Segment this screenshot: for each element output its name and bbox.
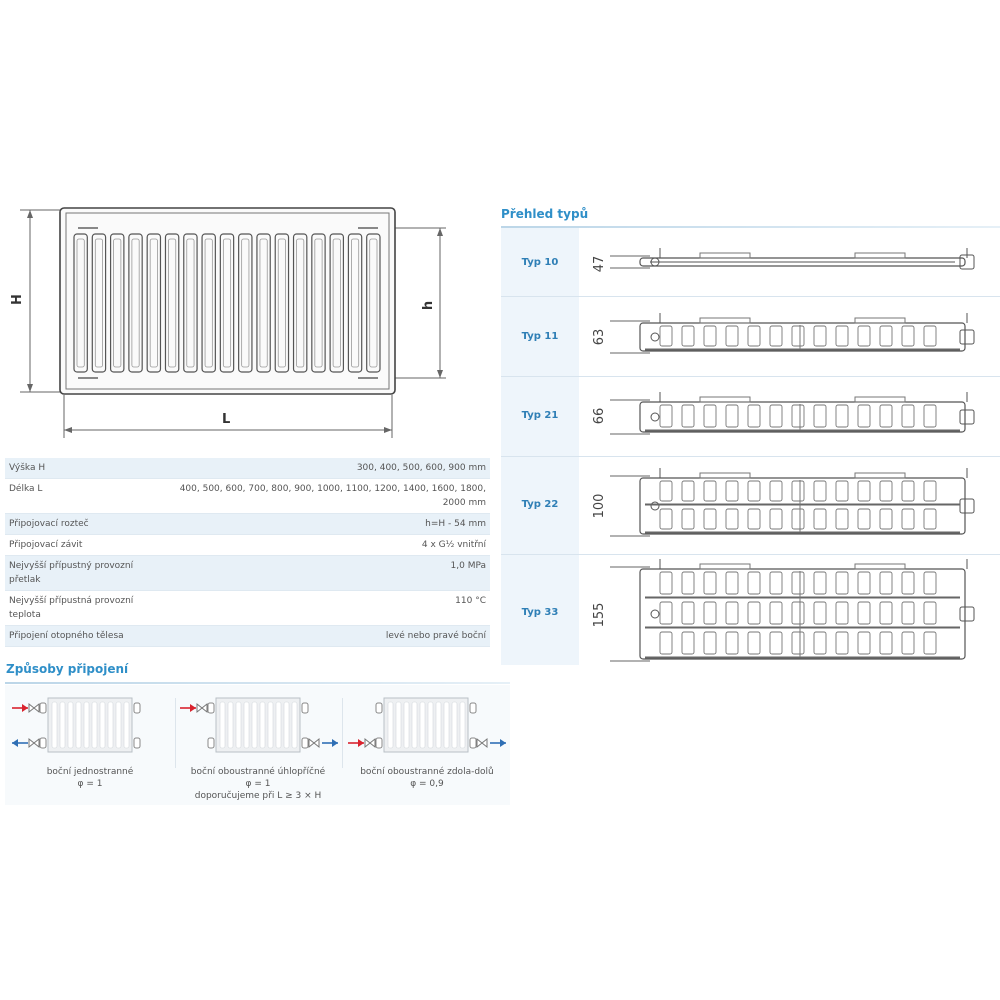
- spec-name: Připojovací rozteč: [5, 513, 163, 535]
- connection-radiator-1: [12, 697, 141, 753]
- type-section-1: [610, 248, 975, 270]
- type-row-21: Typ 21: [501, 377, 1000, 457]
- connection-3-phi: φ = 0,9: [410, 779, 444, 789]
- spec-value: levé nebo pravé boční: [163, 625, 490, 647]
- spec-row: Připojení otopného tělesa levé nebo pravé…: [5, 625, 490, 647]
- type-section-2: [610, 313, 975, 354]
- connection-diagrams: [12, 697, 506, 753]
- connection-1-name: boční jednostranné: [46, 767, 134, 777]
- spec-row: Nejvyšší přípustná provozní teplota 110 °…: [5, 591, 490, 626]
- type-label-22: Typ 22: [521, 499, 559, 510]
- type-row-22: Typ 22: [501, 457, 1000, 555]
- connection-1-phi: φ = 1: [77, 779, 103, 789]
- type-row-10: Typ 10: [501, 228, 1000, 297]
- type-label-11: Typ 11: [521, 331, 559, 342]
- type-section-4: [610, 468, 975, 537]
- connection-2-name: boční oboustranné úhlopříčné: [190, 767, 326, 777]
- connection-label-1: boční jednostranné φ = 1: [5, 766, 175, 790]
- spec-name: Nejvyšší přípustná provozní teplota: [9, 596, 134, 620]
- spec-value: 1,0 MPa: [163, 555, 490, 591]
- depth-typ21: 66: [592, 408, 607, 425]
- length-label: L: [222, 412, 231, 427]
- spec-row: Délka L 400, 500, 600, 700, 800, 900, 100…: [5, 479, 490, 514]
- connection-label-3: boční oboustranné zdola-dolů φ = 0,9: [342, 766, 512, 790]
- connection-radiator-2: [180, 697, 338, 753]
- spec-name: Délka L: [9, 484, 43, 494]
- radiator-front-view: [20, 207, 446, 438]
- height-label: H: [9, 294, 25, 305]
- connection-2-phi: φ = 1: [245, 779, 271, 789]
- inner-height-label: h: [421, 300, 437, 311]
- spec-name: Nejvyšší přípustný provozní přetlak: [5, 555, 163, 591]
- spec-value: 400, 500, 600, 700, 800, 900, 1000, 1100…: [179, 484, 486, 508]
- specs-table: Výška H 300, 400, 500, 600, 900 mm Délka L…: [5, 458, 490, 647]
- spec-name: Připojení otopného tělesa: [5, 625, 163, 647]
- connection-label-2: boční oboustranné úhlopříčné φ = 1 dopor…: [173, 766, 343, 802]
- connection-3-name: boční oboustranné zdola-dolů: [360, 767, 494, 777]
- type-row-33: Typ 33: [501, 555, 1000, 665]
- connections-title-underline: [5, 682, 510, 684]
- type-row-11: Typ 11: [501, 297, 1000, 377]
- spec-value: 110 °C: [455, 596, 486, 606]
- spec-name: Připojovací závit: [9, 540, 83, 550]
- types-title: Přehled typů: [501, 207, 589, 221]
- type-label-21: Typ 21: [521, 410, 559, 421]
- connections-title: Způsoby připojení: [6, 662, 129, 676]
- spec-row: Připojovací rozteč h=H - 54 mm: [5, 513, 490, 535]
- type-section-3: [610, 392, 975, 435]
- type-label-33: Typ 33: [521, 607, 559, 618]
- spec-name: Výška H: [5, 458, 163, 479]
- connections-divider: [175, 698, 176, 768]
- spec-value: 300, 400, 500, 600, 900 mm: [163, 458, 490, 479]
- connection-radiator-3: [348, 697, 506, 753]
- depth-typ11: 63: [592, 329, 607, 346]
- spec-value: h=H - 54 mm: [163, 513, 490, 535]
- type-sections: 47 63 66 100 155: [592, 248, 975, 662]
- types-title-underline: [501, 226, 1000, 228]
- spec-row: Nejvyšší přípustný provozní přetlak 1,0 M…: [5, 555, 490, 591]
- depth-typ33: 155: [592, 603, 607, 628]
- depth-typ22: 100: [592, 494, 607, 519]
- type-section-5: [610, 559, 975, 662]
- connections-divider: [342, 698, 343, 768]
- spec-row: Výška H 300, 400, 500, 600, 900 mm: [5, 458, 490, 479]
- connection-2-note: doporučujeme při L ≥ 3 × H: [194, 791, 322, 801]
- depth-typ10: 47: [592, 256, 607, 273]
- spec-row: Připojovací závit 4 x G½ vnitřní: [5, 535, 490, 556]
- spec-value: 4 x G½ vnitřní: [421, 540, 486, 550]
- type-label-10: Typ 10: [521, 257, 559, 268]
